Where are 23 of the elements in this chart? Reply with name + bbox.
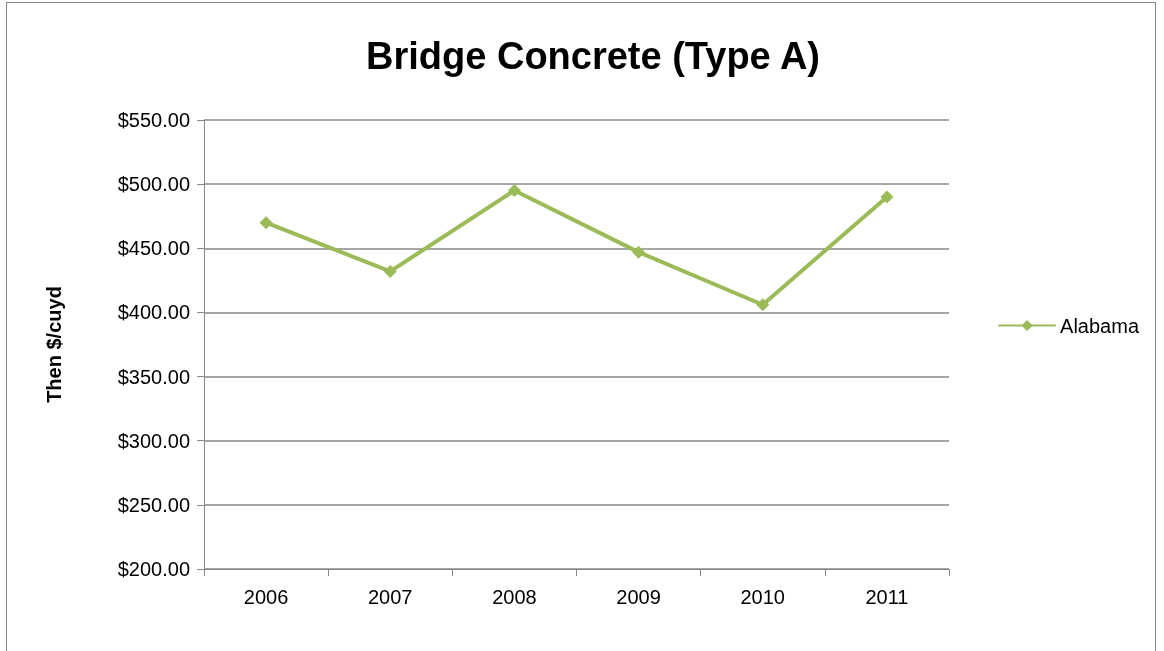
x-tick-label: 2009 (616, 586, 661, 608)
x-tick-label: 2007 (368, 586, 413, 608)
chart-title: Bridge Concrete (Type A) (366, 35, 820, 77)
point (259, 216, 273, 230)
y-axis-title: Then $/cuyd (43, 286, 65, 403)
point (632, 245, 646, 259)
x-tick-label: 2008 (492, 586, 537, 608)
point (880, 190, 894, 204)
x-tick-label: 2010 (740, 586, 785, 608)
y-tick-label: $350.00 (117, 365, 190, 388)
point (507, 184, 521, 198)
y-tick-label: $200.00 (117, 558, 190, 580)
y-tick-label: $250.00 (117, 493, 190, 516)
y-tick-label: $300.00 (117, 429, 190, 452)
point (756, 298, 770, 312)
x-tick-label: 2011 (865, 586, 909, 608)
y-tick-label: $450.00 (117, 237, 190, 260)
legend-label: Alabama (1060, 314, 1140, 337)
y-tick-label: $550.00 (117, 109, 190, 131)
x-tick-label: 2006 (243, 586, 289, 608)
y-tick-label: $400.00 (117, 301, 190, 324)
y-tick-label: $500.00 (117, 173, 190, 196)
point (383, 264, 397, 278)
